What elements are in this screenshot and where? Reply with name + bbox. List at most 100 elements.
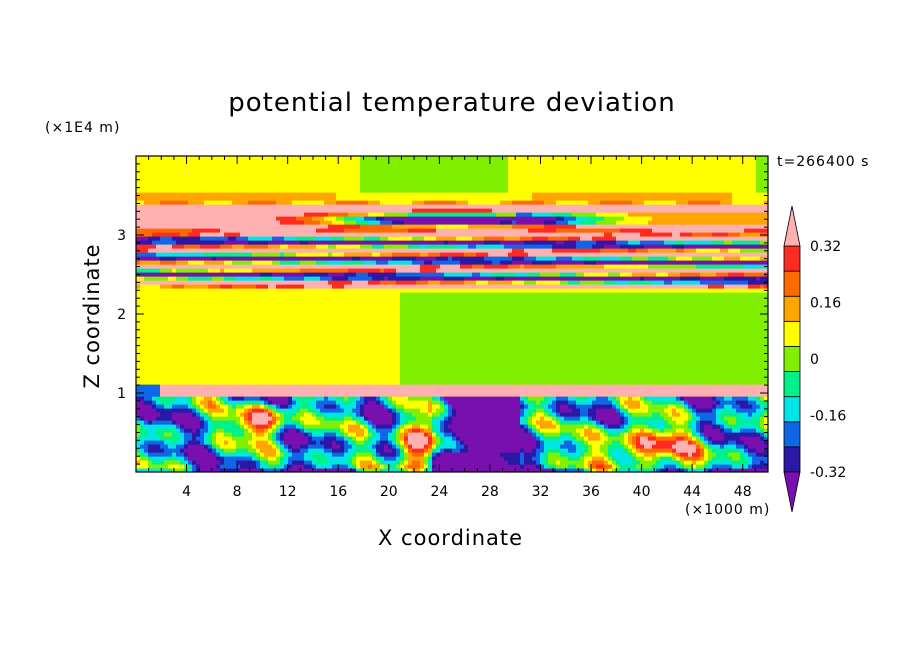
field-cell: [140, 444, 149, 449]
field-cell: [468, 448, 521, 453]
field-cell: [556, 416, 561, 421]
field-cell: [264, 400, 269, 405]
field-cell: [208, 400, 213, 405]
field-cell: [228, 236, 237, 241]
field-cell: [168, 464, 185, 469]
field-cell: [188, 456, 217, 461]
field-cell: [372, 452, 377, 457]
field-cell: [284, 420, 289, 425]
field-cell: [320, 440, 333, 445]
field-cell: [592, 400, 613, 405]
field-cell: [696, 448, 701, 453]
field-cell: [464, 276, 497, 281]
field-cell: [588, 216, 605, 221]
field-cell: [136, 308, 401, 313]
field-cell: [696, 460, 705, 465]
field-cell: [328, 252, 333, 257]
field-cell: [412, 236, 425, 241]
field-cell: [212, 448, 217, 453]
field-cell: [388, 440, 393, 445]
field-cell: [140, 260, 161, 265]
field-cell: [268, 440, 273, 445]
field-cell: [164, 432, 173, 437]
field-cell: [428, 468, 433, 472]
field-cell: [168, 456, 177, 461]
field-cell: [360, 164, 509, 169]
field-cell: [620, 404, 625, 409]
field-cell: [456, 408, 521, 413]
field-cell: [312, 404, 317, 409]
field-cell: [736, 420, 761, 425]
field-cell: [744, 448, 749, 453]
field-cell: [348, 464, 353, 469]
field-cell: [300, 448, 309, 453]
field-cell: [172, 236, 201, 241]
field-cell: [384, 216, 557, 221]
field-cell: [220, 460, 225, 465]
field-cell: [304, 284, 333, 289]
field-cell: [604, 232, 613, 237]
field-cell: [152, 460, 165, 465]
field-cell: [252, 252, 281, 257]
field-cell: [432, 408, 437, 413]
field-cell: [568, 456, 581, 461]
field-cell: [376, 396, 381, 401]
field-cell: [188, 276, 213, 281]
field-cell: [432, 456, 437, 461]
field-cell: [644, 276, 681, 281]
field-cell: [200, 400, 209, 405]
field-cell: [556, 264, 605, 269]
field-cell: [744, 416, 753, 421]
colorbar-segment: [783, 446, 801, 473]
field-cell: [256, 424, 269, 429]
field-cell: [376, 460, 381, 465]
field-cell: [168, 468, 173, 472]
field-cell: [572, 408, 581, 413]
field-cell: [400, 372, 768, 377]
field-cell: [140, 428, 149, 433]
field-cell: [744, 228, 768, 233]
field-cell: [688, 440, 693, 445]
field-cell: [384, 456, 397, 461]
field-cell: [244, 400, 261, 405]
field-cell: [400, 452, 405, 457]
field-cell: [696, 436, 701, 441]
field-cell: [248, 416, 253, 421]
field-cell: [428, 408, 433, 413]
field-cell: [136, 316, 401, 321]
field-cell: [436, 436, 441, 441]
field-cell: [436, 236, 457, 241]
field-cell: [448, 256, 453, 261]
field-cell: [236, 460, 257, 465]
field-cell: [396, 404, 405, 409]
field-cell: [612, 400, 617, 405]
field-cell: [356, 220, 369, 225]
field-cell: [308, 408, 317, 413]
field-cell: [616, 460, 621, 465]
field-cell: [588, 468, 593, 472]
field-cell: [684, 408, 689, 413]
field-cell: [756, 164, 768, 169]
field-cell: [272, 444, 277, 449]
field-cell: [524, 408, 529, 413]
field-cell: [648, 220, 768, 225]
field-cell: [212, 412, 229, 417]
field-cell: [156, 408, 193, 413]
field-cell: [208, 428, 213, 433]
field-cell: [372, 444, 377, 449]
field-cell: [388, 444, 393, 449]
field-cell: [604, 420, 621, 425]
field-cell: [308, 444, 325, 449]
field-cell: [560, 280, 569, 285]
field-cell: [544, 404, 549, 409]
field-cell: [136, 404, 153, 409]
field-cell: [352, 408, 361, 413]
field-cell: [692, 432, 697, 437]
field-cell: [432, 420, 441, 425]
field-cell: [400, 368, 768, 373]
field-cell: [160, 400, 173, 405]
field-cell: [256, 428, 265, 433]
field-cell: [136, 188, 361, 193]
field-cell: [748, 280, 768, 285]
field-cell: [184, 452, 189, 457]
